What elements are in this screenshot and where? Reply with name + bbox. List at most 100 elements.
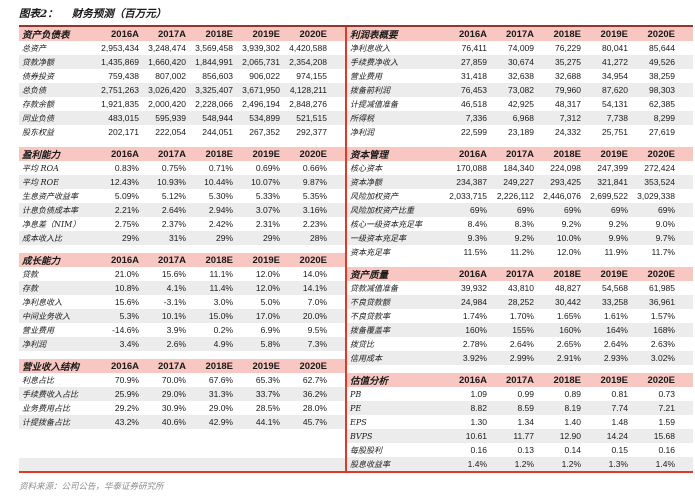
year-header: 2018E xyxy=(553,28,581,40)
value-cell: 249,227 xyxy=(503,177,534,187)
table-section: 资本管理 2016A 2017A 2018E 2019E 2020E 核心资本 170,088… xyxy=(347,147,693,259)
value-cell: 10.61 xyxy=(465,431,487,441)
value-cell: 2,699,522 xyxy=(590,191,628,201)
row-label: 利息占比 xyxy=(22,375,54,385)
value-cell: 2.93% xyxy=(603,353,628,363)
table-row: 风险加权资产比重 69% 69% 69% 69% 69% xyxy=(347,203,693,217)
value-cell: 0.75% xyxy=(161,163,186,173)
value-cell: 69% xyxy=(516,205,534,215)
table-row: 贷款 21.0% 15.6% 11.1% 12.0% 14.0% xyxy=(19,267,345,281)
value-cell: 15.6% xyxy=(114,297,139,307)
value-cell: 1.2% xyxy=(561,459,581,469)
row-label: 中间业务收入 xyxy=(22,311,70,321)
value-cell: 292,377 xyxy=(296,127,327,137)
value-cell: 9.87% xyxy=(302,177,327,187)
value-cell: 9.2% xyxy=(561,219,581,229)
year-header: 2020E xyxy=(299,148,327,160)
value-cell: 2,751,263 xyxy=(101,85,139,95)
value-cell: 69% xyxy=(469,205,487,215)
value-cell: 0.66% xyxy=(302,163,327,173)
table-row: 业务费用占比 29.2% 30.9% 29.0% 28.5% 28.0% xyxy=(19,401,345,415)
value-cell: 5.30% xyxy=(208,191,233,201)
value-cell: 9.2% xyxy=(608,219,628,229)
value-cell: 42,925 xyxy=(508,99,534,109)
row-label: 贷款减值准备 xyxy=(350,283,398,293)
value-cell: 8.4% xyxy=(467,219,487,229)
table-row: 存款 10.8% 4.1% 11.4% 12.0% 14.1% xyxy=(19,281,345,295)
row-label: 每股股利 xyxy=(350,445,382,455)
value-cell: 69% xyxy=(563,205,581,215)
value-cell: 3.9% xyxy=(166,325,186,335)
value-cell: 1,435,869 xyxy=(101,57,139,67)
value-cell: 2.64% xyxy=(509,339,534,349)
table-row: 平均 ROA 0.83% 0.75% 0.71% 0.69% 0.66% xyxy=(19,161,345,175)
table-row: 净利润 3.4% 2.6% 4.9% 5.8% 7.3% xyxy=(19,337,345,351)
row-label: 贷款 xyxy=(22,269,38,279)
table-row: 成本收入比 29% 31% 29% 29% 28% xyxy=(19,231,345,245)
value-cell: 67.6% xyxy=(208,375,233,385)
value-cell: 11.2% xyxy=(510,247,534,257)
value-cell: 6.9% xyxy=(260,325,280,335)
year-header: 2019E xyxy=(600,374,628,386)
value-cell: 2.42% xyxy=(208,219,233,229)
value-cell: 595,939 xyxy=(155,113,186,123)
value-cell: 7,312 xyxy=(559,113,581,123)
value-cell: 29.2% xyxy=(114,403,139,413)
value-cell: 1.74% xyxy=(462,311,487,321)
value-cell: 36,961 xyxy=(649,297,675,307)
value-cell: 1.61% xyxy=(603,311,628,321)
value-cell: 17.0% xyxy=(255,311,280,321)
table-row: 总资产 2,953,434 3,248,474 3,569,458 3,939,302 4… xyxy=(19,41,345,55)
table-row: 核心资本 170,088 184,340 224,098 247,399 272,424 xyxy=(347,161,693,175)
row-label: EPS xyxy=(350,417,367,427)
year-header: 2016A xyxy=(111,148,139,160)
value-cell: 2,228,066 xyxy=(195,99,233,109)
year-header: 2017A xyxy=(506,28,534,40)
table-section: 资产负债表 2016A 2017A 2018E 2019E 2020E 总资产 2,953,4… xyxy=(19,27,345,139)
table-row: EPS 1.30 1.34 1.40 1.48 1.59 xyxy=(347,415,693,429)
row-label: 风险加权资产比重 xyxy=(350,205,414,215)
year-header: 2020E xyxy=(647,374,675,386)
value-cell: 3.02% xyxy=(650,353,675,363)
value-cell: 2,226,112 xyxy=(496,191,534,201)
value-cell: 43,810 xyxy=(508,283,534,293)
value-cell: 2,446,076 xyxy=(543,191,581,201)
value-cell: 9.0% xyxy=(655,219,675,229)
value-cell: 49,526 xyxy=(649,57,675,67)
value-cell: 9.7% xyxy=(655,233,675,243)
year-header: 2018E xyxy=(205,28,233,40)
year-header: 2018E xyxy=(553,148,581,160)
value-cell: 54,131 xyxy=(602,99,628,109)
value-cell: 76,453 xyxy=(461,85,487,95)
value-cell: 2.94% xyxy=(208,205,233,215)
value-cell: 11.77 xyxy=(513,431,534,441)
value-cell: 4,128,211 xyxy=(289,85,327,95)
year-header: 2017A xyxy=(506,268,534,280)
value-cell: 2,354,208 xyxy=(289,57,327,67)
value-cell: 41,272 xyxy=(602,57,628,67)
value-cell: 27,859 xyxy=(461,57,487,67)
value-cell: 0.83% xyxy=(114,163,139,173)
section-header-row: 成长能力 2016A 2017A 2018E 2019E 2020E xyxy=(19,253,345,267)
value-cell: 15.0% xyxy=(208,311,233,321)
row-label: 计息负债成本率 xyxy=(22,205,78,215)
value-cell: 85,644 xyxy=(649,43,675,53)
value-cell: 0.71% xyxy=(208,163,233,173)
row-label: 总资产 xyxy=(22,43,46,53)
value-cell: 202,171 xyxy=(108,127,139,137)
year-header: 2017A xyxy=(158,148,186,160)
table-row: 信用成本 3.92% 2.99% 2.91% 2.93% 3.02% xyxy=(347,351,693,365)
value-cell: 2.91% xyxy=(556,353,581,363)
row-label: 平均 ROA xyxy=(22,163,59,173)
table-row: 营业费用 31,418 32,638 32,688 34,954 38,259 xyxy=(347,69,693,83)
value-cell: 8.3% xyxy=(514,219,534,229)
value-cell: 10.1% xyxy=(161,311,186,321)
value-cell: 11.9% xyxy=(604,247,628,257)
table-row: 不良贷款率 1.74% 1.70% 1.65% 1.61% 1.57% xyxy=(347,309,693,323)
table-row: 净利润 22,599 23,189 24,332 25,751 27,619 xyxy=(347,125,693,139)
value-cell: 0.73 xyxy=(658,389,675,399)
value-cell: 11.4% xyxy=(209,283,233,293)
year-header: 2019E xyxy=(252,254,280,266)
value-cell: 1.34 xyxy=(517,417,534,427)
section-title: 盈利能力 xyxy=(22,150,61,161)
